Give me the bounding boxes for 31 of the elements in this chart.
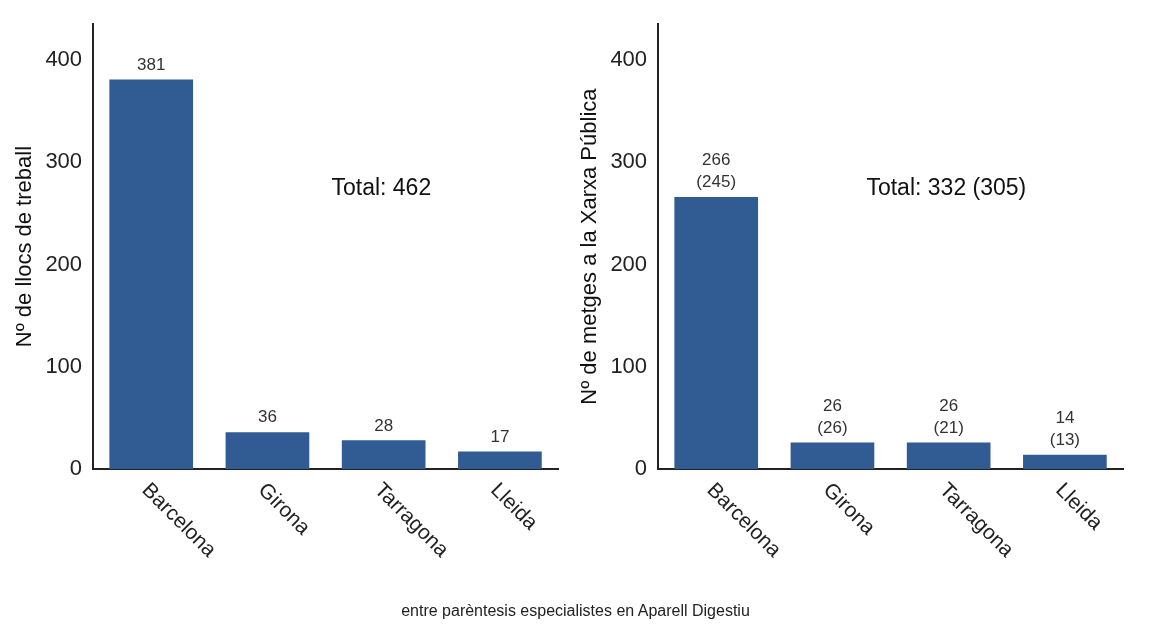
y-axis-title: Nº de metges a la Xarxa Pública [576, 87, 602, 405]
data-label: 17 [490, 426, 510, 446]
y-axis-title: Nº de llocs de treball [11, 145, 37, 348]
y-tick-label: 100 [610, 352, 648, 378]
y-tick-label: 400 [610, 46, 648, 72]
bar [109, 79, 194, 469]
y-tick-label: 300 [45, 148, 83, 174]
bar [458, 451, 542, 469]
y-tick-label: 200 [610, 250, 648, 276]
data-label: 381 [137, 54, 166, 74]
y-tick-label: 0 [634, 455, 648, 481]
text: entre parèntesis especialistes en Aparell Digestiu [400, 602, 751, 620]
data-label: 28 [374, 415, 394, 435]
bar [790, 442, 875, 469]
data-label: 26 (21) [933, 395, 964, 437]
bar [225, 432, 310, 469]
annotation: Total: 332 (305) [866, 174, 1027, 201]
annotation: Total: 462 [331, 174, 432, 201]
data-label: 26 (26) [817, 395, 848, 437]
data-label: 266 (245) [696, 150, 737, 192]
bar [674, 197, 759, 469]
bar [341, 440, 426, 469]
bar [1023, 454, 1107, 469]
y-tick-label: 0 [69, 455, 83, 481]
y-tick-label: 100 [45, 352, 83, 378]
y-tick-label: 300 [610, 148, 648, 174]
bar [906, 442, 991, 469]
data-label: 36 [257, 407, 277, 427]
y-tick-label: 200 [45, 250, 83, 276]
data-label: 14 (13) [1049, 407, 1081, 449]
y-tick-label: 400 [45, 46, 83, 72]
